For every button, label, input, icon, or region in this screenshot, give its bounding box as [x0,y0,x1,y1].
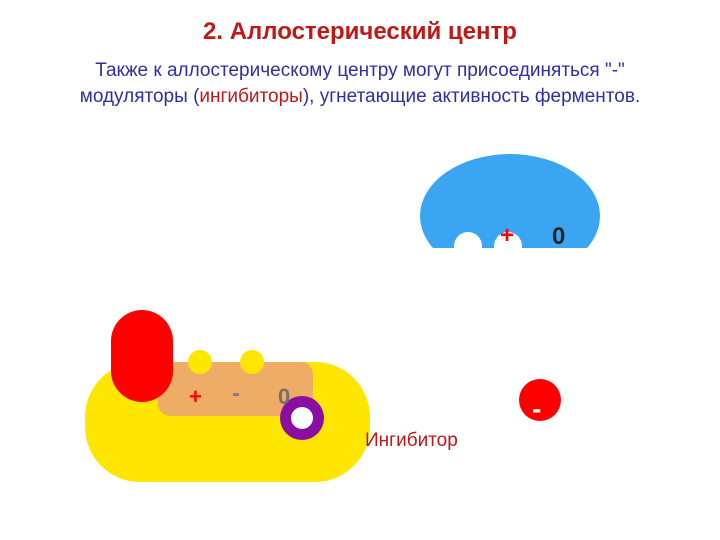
substrate-bound-mask [109,416,175,456]
allosteric-site-hole [291,407,313,429]
diagram-svg [0,0,720,540]
allosteric-crop [278,482,326,522]
inhibitor-label: Ингибитор [365,430,458,452]
charge-symbol-1: - [232,380,240,408]
diagram-stage: 2. Аллостерический центр Также к аллосте… [0,0,720,540]
charge-symbol-5: 0 [552,223,565,251]
substrate-bound [111,310,173,402]
charge-symbol-2: 0 [278,384,290,410]
charge-symbol-0: + [189,384,202,410]
active-site-notch-1 [240,350,264,374]
charge-symbol-4: + [500,222,514,250]
charge-symbol-3: - [459,219,470,256]
substrate-free [418,154,602,372]
active-site-notch-0 [188,350,212,374]
charge-symbol-6: - [532,393,541,425]
